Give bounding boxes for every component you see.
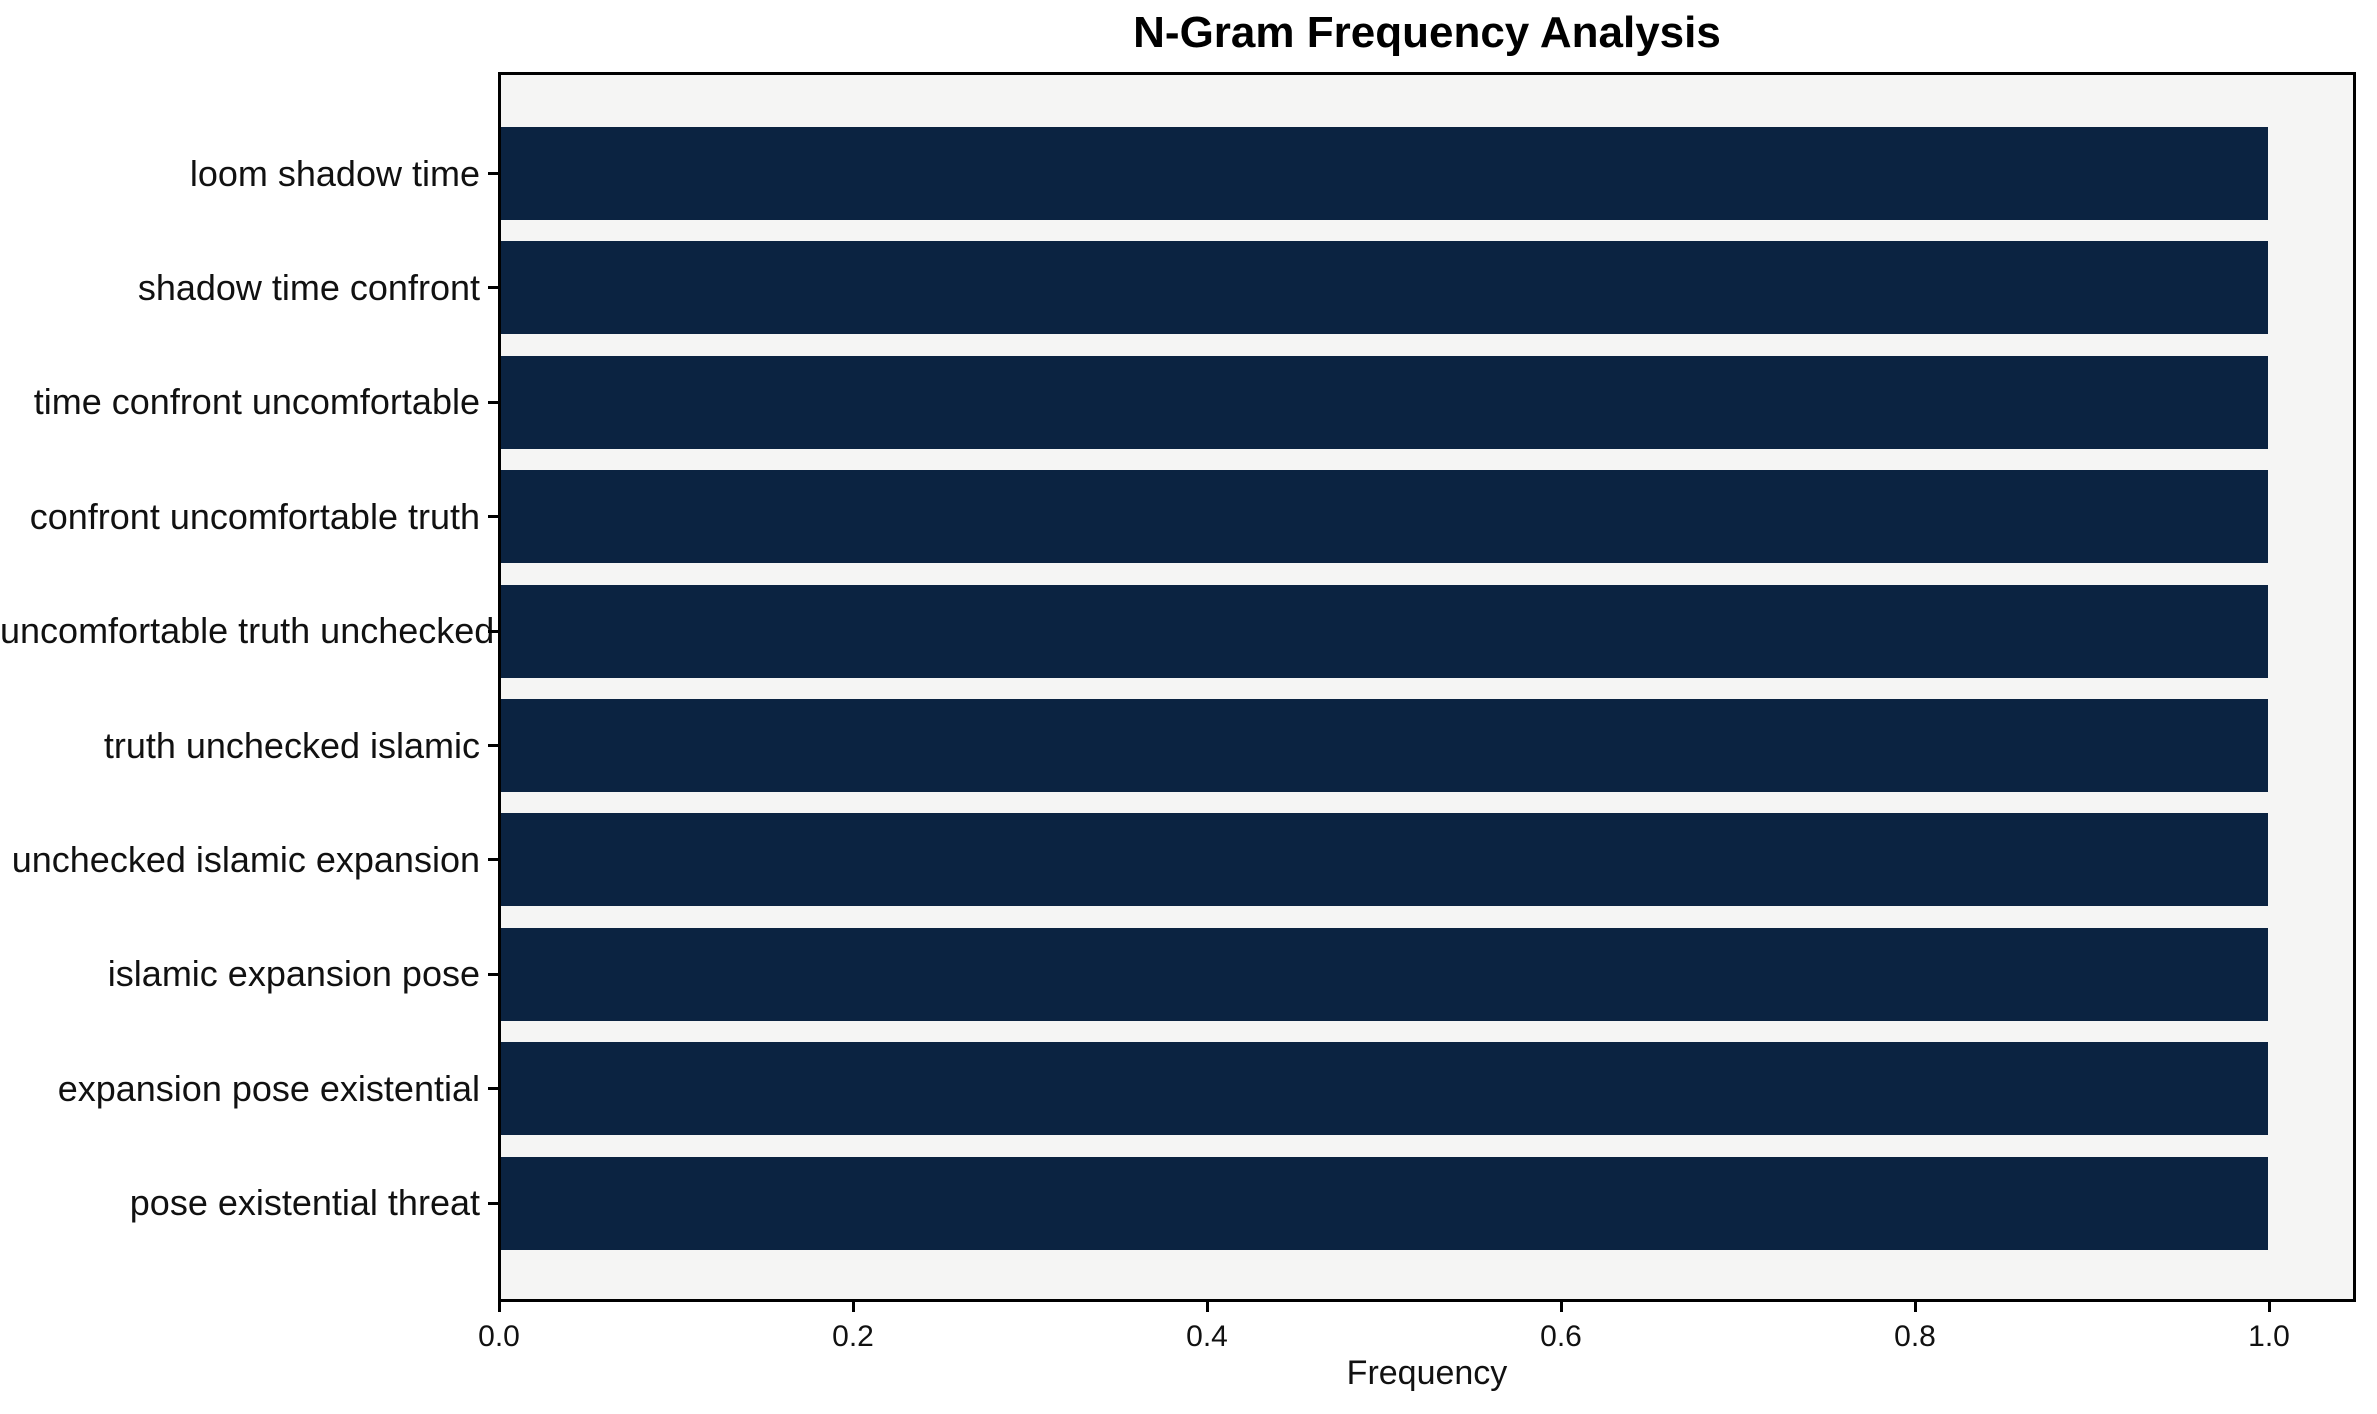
y-tick-label-6: unchecked islamic expansion (11, 839, 480, 880)
x-tick-label-0: 0.0 (478, 1320, 520, 1353)
x-tick-mark-3 (1560, 1302, 1563, 1312)
chart-title: N-Gram Frequency Analysis (1133, 8, 1721, 57)
bar-5 (501, 699, 2268, 792)
x-tick-label-3: 0.6 (1540, 1320, 1582, 1353)
y-tick-mark-0 (488, 172, 498, 175)
y-tick-mark-8 (488, 1087, 498, 1090)
bar-4 (501, 585, 2268, 678)
bar-2 (501, 356, 2268, 449)
bar-3 (501, 470, 2268, 563)
x-axis-title: Frequency (1346, 1354, 1508, 1392)
y-tick-label-5: truth unchecked islamic (103, 725, 480, 766)
y-tick-label-2: time confront uncomfortable (33, 381, 480, 422)
bar-8 (501, 1042, 2268, 1135)
y-tick-mark-5 (488, 744, 498, 747)
y-tick-mark-3 (488, 515, 498, 518)
x-tick-mark-4 (1914, 1302, 1917, 1312)
x-tick-mark-5 (2268, 1302, 2271, 1312)
x-tick-label-5: 1.0 (2248, 1320, 2290, 1353)
x-tick-mark-2 (1206, 1302, 1209, 1312)
y-tick-mark-6 (488, 858, 498, 861)
y-tick-mark-1 (488, 286, 498, 289)
y-tick-label-8: expansion pose existential (57, 1068, 480, 1109)
bar-6 (501, 813, 2268, 906)
y-tick-label-9: pose existential threat (129, 1182, 480, 1223)
bar-1 (501, 241, 2268, 334)
x-tick-mark-1 (852, 1302, 855, 1312)
y-tick-label-3: confront uncomfortable truth (29, 496, 480, 537)
y-tick-label-7: islamic expansion pose (107, 953, 480, 994)
y-tick-mark-2 (488, 401, 498, 404)
plot-area (498, 72, 2356, 1302)
bar-7 (501, 928, 2268, 1021)
y-tick-mark-7 (488, 973, 498, 976)
y-tick-label-0: loom shadow time (189, 153, 480, 194)
y-tick-label-1: shadow time confront (137, 267, 480, 308)
bar-0 (501, 127, 2268, 220)
x-tick-mark-0 (498, 1302, 501, 1312)
y-tick-label-4: uncomfortable truth unchecked (0, 610, 495, 651)
y-tick-mark-9 (488, 1202, 498, 1205)
y-tick-mark-4 (488, 630, 498, 633)
x-tick-label-2: 0.4 (1186, 1320, 1228, 1353)
bar-9 (501, 1157, 2268, 1250)
x-tick-label-4: 0.8 (1894, 1320, 1936, 1353)
x-tick-label-1: 0.2 (832, 1320, 874, 1353)
